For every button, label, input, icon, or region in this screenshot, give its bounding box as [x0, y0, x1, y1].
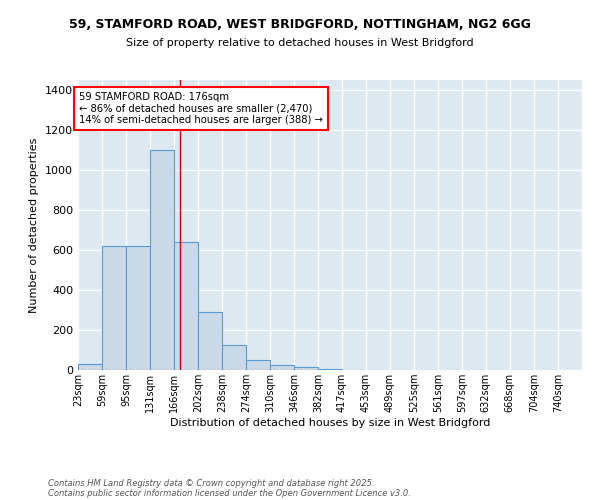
Bar	[174, 242, 198, 370]
Text: 59 STAMFORD ROAD: 176sqm
← 86% of detached houses are smaller (2,470)
14% of sem: 59 STAMFORD ROAD: 176sqm ← 86% of detach…	[79, 92, 323, 125]
Bar	[150, 150, 175, 370]
Bar	[270, 365, 294, 370]
Bar	[198, 312, 222, 370]
Y-axis label: Number of detached properties: Number of detached properties	[29, 138, 40, 312]
Bar	[318, 369, 343, 370]
Bar	[102, 246, 126, 370]
Text: 59, STAMFORD ROAD, WEST BRIDGFORD, NOTTINGHAM, NG2 6GG: 59, STAMFORD ROAD, WEST BRIDGFORD, NOTTI…	[69, 18, 531, 30]
Text: Contains public sector information licensed under the Open Government Licence v3: Contains public sector information licen…	[48, 488, 411, 498]
Text: Contains HM Land Registry data © Crown copyright and database right 2025.: Contains HM Land Registry data © Crown c…	[48, 478, 374, 488]
Bar	[294, 367, 318, 370]
Text: Size of property relative to detached houses in West Bridgford: Size of property relative to detached ho…	[126, 38, 474, 48]
Bar	[246, 360, 270, 370]
Bar	[126, 246, 150, 370]
Bar	[78, 364, 102, 370]
X-axis label: Distribution of detached houses by size in West Bridgford: Distribution of detached houses by size …	[170, 418, 490, 428]
Bar	[222, 345, 246, 370]
